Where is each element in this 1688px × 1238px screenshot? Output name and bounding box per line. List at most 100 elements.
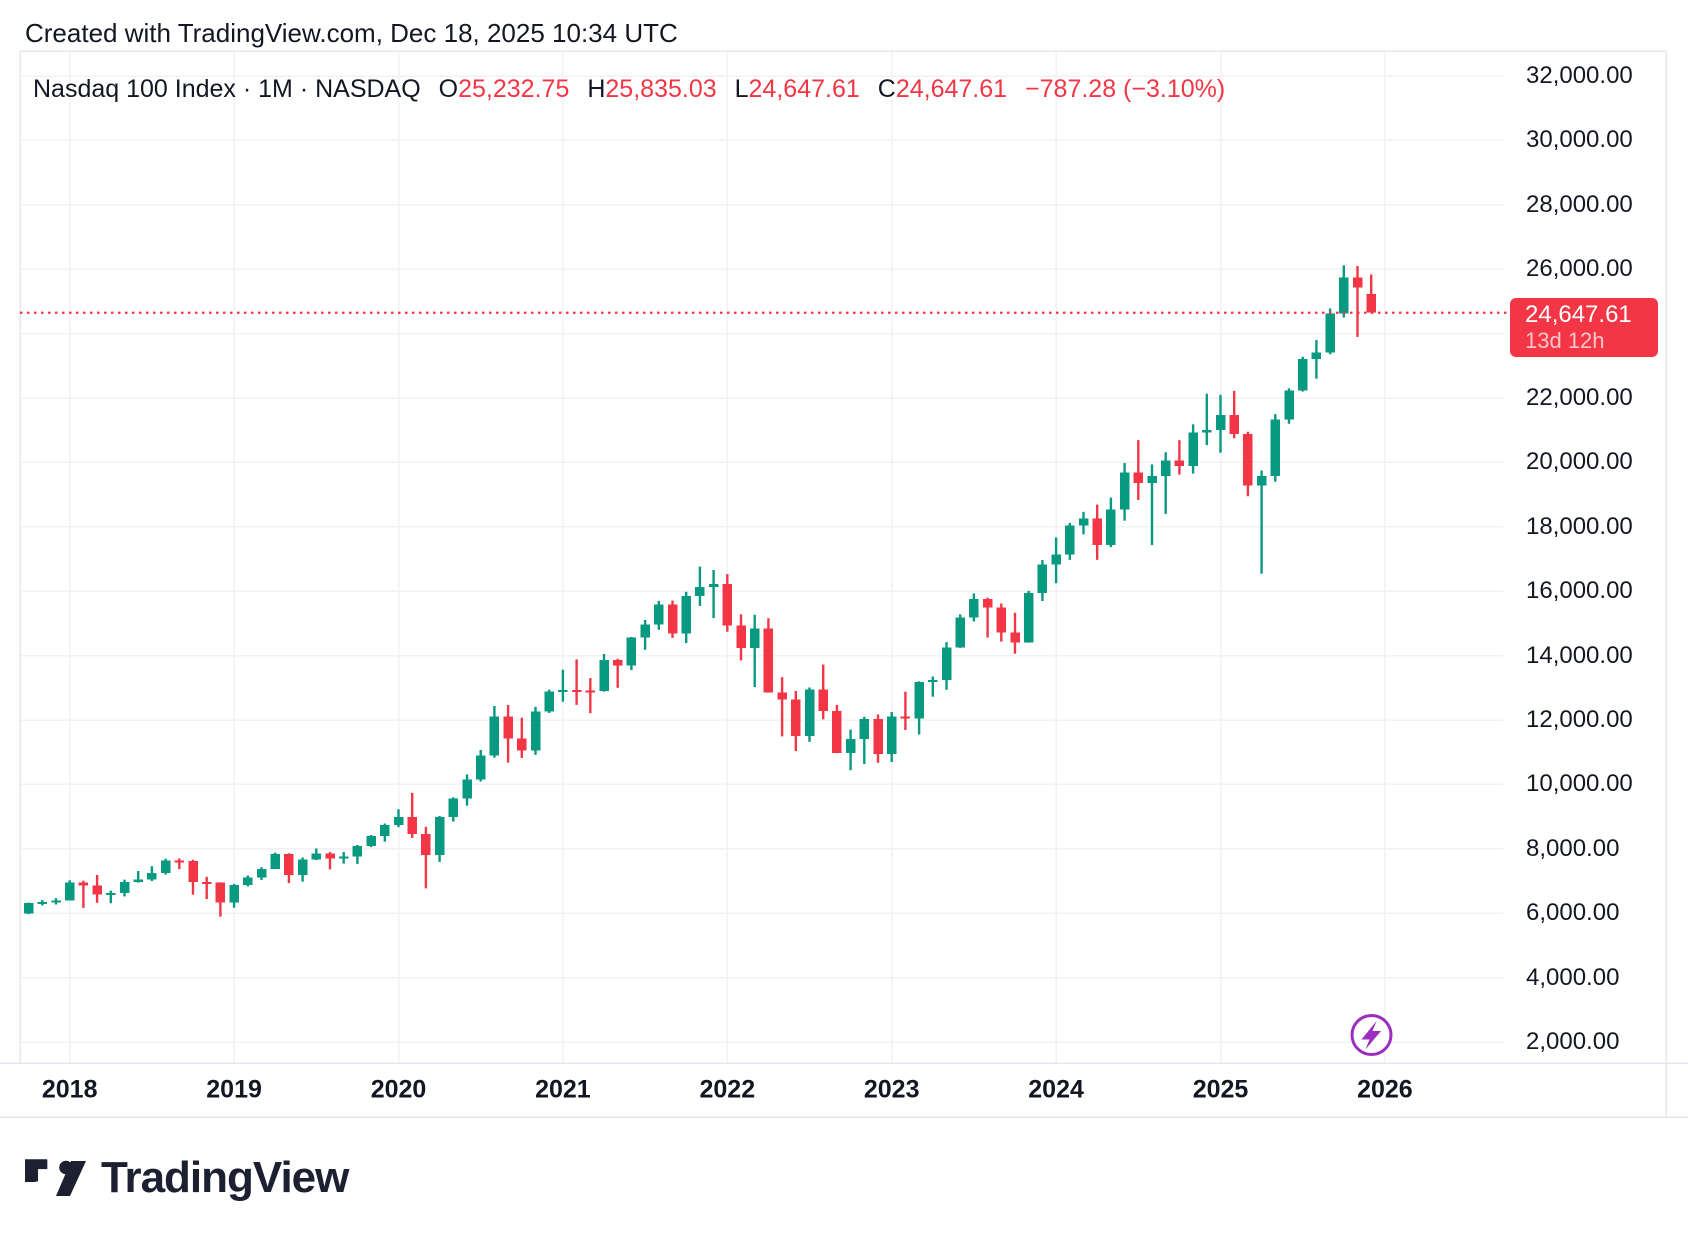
candle-2018-12[interactable]	[215, 882, 226, 917]
candle-2023-07[interactable]	[969, 593, 979, 622]
candle-2021-08[interactable]	[654, 600, 664, 630]
candle-2019-05[interactable]	[284, 853, 294, 884]
candle-2024-08[interactable]	[1147, 464, 1157, 545]
candle-2022-07[interactable]	[804, 687, 815, 742]
candle-2018-05[interactable]	[119, 879, 130, 897]
candle-2019-01[interactable]	[229, 883, 239, 908]
tradingview-logo[interactable]: TradingView	[25, 1156, 349, 1200]
candle-2019-10[interactable]	[352, 844, 363, 864]
candle-2019-04[interactable]	[270, 852, 280, 870]
candle-2023-06[interactable]	[955, 614, 965, 648]
candle-2020-11[interactable]	[530, 706, 541, 755]
candle-2021-03[interactable]	[585, 678, 596, 714]
candle-2024-10[interactable]	[1174, 440, 1185, 475]
candle-2019-07[interactable]	[311, 848, 322, 861]
candle-2024-11[interactable]	[1188, 424, 1198, 474]
candle-2019-11[interactable]	[366, 834, 376, 848]
candle-2024-03[interactable]	[1078, 511, 1089, 535]
candle-2017-12[interactable]	[51, 898, 61, 905]
candle-2024-02[interactable]	[1065, 522, 1075, 560]
candle-2024-01[interactable]	[1051, 537, 1061, 584]
candle-2024-05[interactable]	[1106, 497, 1116, 548]
candle-2025-09[interactable]	[1325, 308, 1335, 355]
candle-2022-01[interactable]	[722, 574, 733, 632]
candle-2020-04[interactable]	[434, 815, 445, 862]
candle-2020-05[interactable]	[448, 797, 459, 822]
candle-2023-04[interactable]	[928, 676, 938, 697]
candle-2018-01[interactable]	[64, 880, 75, 901]
candle-2021-12[interactable]	[708, 569, 719, 619]
candle-2023-10[interactable]	[1010, 612, 1020, 654]
candle-2022-03[interactable]	[749, 614, 760, 688]
candle-2021-04[interactable]	[599, 653, 609, 692]
candle-series[interactable]	[23, 265, 1376, 917]
candle-2018-03[interactable]	[92, 875, 102, 903]
candle-2023-12[interactable]	[1037, 559, 1048, 602]
candle-2022-05[interactable]	[777, 677, 787, 737]
candle-2018-10[interactable]	[188, 859, 198, 895]
candle-2023-05[interactable]	[941, 642, 952, 690]
lightning-marker[interactable]	[1350, 1014, 1393, 1056]
candle-2020-12[interactable]	[544, 689, 554, 713]
candle-2018-02[interactable]	[78, 880, 89, 908]
candle-2025-01[interactable]	[1215, 394, 1226, 453]
candle-2020-10[interactable]	[517, 717, 527, 758]
candle-2025-10[interactable]	[1339, 265, 1349, 318]
candle-2025-06[interactable]	[1284, 388, 1294, 424]
candle-2021-10[interactable]	[681, 591, 691, 644]
candle-2023-02[interactable]	[900, 691, 911, 730]
candle-2021-02[interactable]	[571, 659, 582, 705]
candle-2018-08[interactable]	[160, 858, 171, 875]
candle-2023-03[interactable]	[914, 681, 924, 735]
candle-2020-08[interactable]	[489, 705, 500, 758]
candle-2025-03[interactable]	[1243, 431, 1253, 497]
candle-2022-02[interactable]	[736, 614, 746, 661]
candle-2020-09[interactable]	[503, 705, 513, 763]
candle-2018-09[interactable]	[174, 858, 185, 870]
candle-2022-06[interactable]	[791, 691, 801, 752]
candle-2022-08[interactable]	[818, 664, 828, 720]
candle-2024-07[interactable]	[1133, 440, 1144, 500]
candle-2019-09[interactable]	[338, 852, 349, 864]
candle-2023-08[interactable]	[982, 597, 993, 638]
candle-2020-02[interactable]	[407, 792, 417, 838]
candle-2017-10[interactable]	[23, 902, 34, 915]
candle-2019-02[interactable]	[243, 875, 253, 887]
candle-2019-03[interactable]	[256, 867, 267, 881]
candle-2022-09[interactable]	[832, 704, 842, 754]
candle-2021-11[interactable]	[695, 566, 705, 606]
candle-2020-07[interactable]	[475, 749, 486, 782]
candle-2021-06[interactable]	[626, 636, 637, 671]
candle-2025-05[interactable]	[1270, 414, 1281, 482]
candle-2025-11[interactable]	[1352, 265, 1363, 337]
candle-2025-08[interactable]	[1311, 340, 1322, 379]
candle-2017-11[interactable]	[37, 899, 48, 906]
candle-2018-07[interactable]	[147, 866, 157, 881]
candle-2022-12[interactable]	[873, 714, 883, 763]
candle-2021-05[interactable]	[612, 658, 623, 688]
candle-2020-03[interactable]	[421, 826, 431, 889]
candle-2018-11[interactable]	[201, 876, 212, 900]
candle-2025-12[interactable]	[1366, 274, 1376, 313]
candle-2025-04[interactable]	[1256, 470, 1267, 574]
candle-2019-12[interactable]	[380, 823, 390, 842]
candle-2022-11[interactable]	[859, 716, 870, 765]
candle-2019-08[interactable]	[325, 852, 335, 870]
candle-2023-11[interactable]	[1023, 590, 1034, 643]
candle-2022-04[interactable]	[763, 618, 774, 693]
candle-2020-01[interactable]	[393, 809, 404, 828]
candle-2025-07[interactable]	[1297, 356, 1308, 392]
candle-2024-04[interactable]	[1092, 504, 1102, 560]
candle-2018-04[interactable]	[106, 890, 116, 904]
candle-2021-01[interactable]	[558, 669, 568, 702]
candle-2023-01[interactable]	[886, 711, 897, 762]
candle-2018-06[interactable]	[133, 871, 143, 883]
candle-2019-06[interactable]	[297, 857, 308, 882]
candle-2020-06[interactable]	[462, 774, 472, 806]
candle-2021-09[interactable]	[667, 600, 678, 638]
candle-2025-02[interactable]	[1229, 390, 1239, 439]
candle-2022-10[interactable]	[845, 729, 856, 771]
candle-2024-06[interactable]	[1119, 463, 1130, 521]
candle-2021-07[interactable]	[640, 619, 650, 650]
